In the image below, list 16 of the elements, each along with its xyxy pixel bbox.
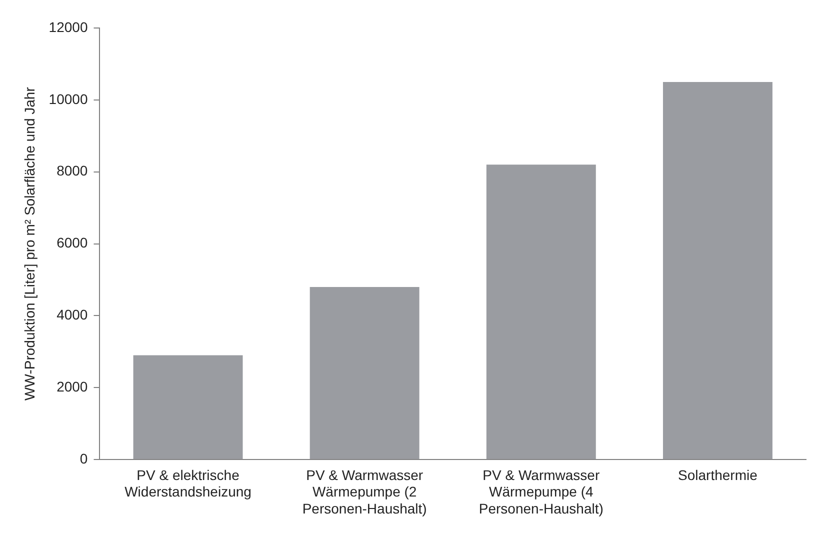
bar xyxy=(662,82,772,460)
x-tick-label: PV & elektrische Widerstandsheizung xyxy=(124,466,252,500)
bar xyxy=(133,355,243,460)
bar xyxy=(310,286,420,460)
x-tick-label: Solarthermie xyxy=(678,466,758,483)
x-tick-label: PV & Warmwasser Wärmepumpe (4 Personen-Haushalt) xyxy=(478,466,604,516)
x-tick-label: PV & Warmwasser Wärmepumpe (2 Personen-Haushalt) xyxy=(302,466,427,516)
y-tick-label: 4000 xyxy=(56,306,88,323)
y-tick-label: 10000 xyxy=(48,90,88,107)
bar xyxy=(486,164,596,460)
y-tick-label: 2000 xyxy=(56,378,88,395)
y-tick-label: 12000 xyxy=(48,18,88,35)
y-axis-title: WW-Produktion [Liter] pro m² Solarfläche und Jahr xyxy=(21,86,38,400)
y-tick-label: 0 xyxy=(80,450,88,466)
y-tick-label: 6000 xyxy=(56,234,88,251)
y-tick-label: 8000 xyxy=(56,162,88,179)
